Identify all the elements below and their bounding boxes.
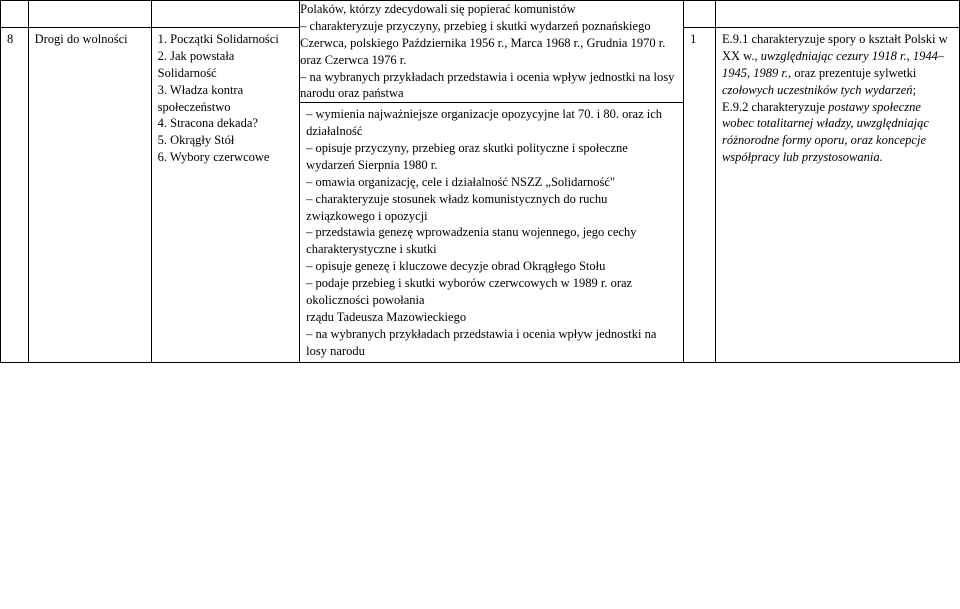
cell-sub	[151, 1, 300, 28]
table-row: Polaków, którzy zdecydowali się popierać…	[1, 1, 960, 28]
cell-content: – wymienia najważniejsze organizacje opo…	[300, 103, 684, 363]
cell-topic	[28, 1, 151, 28]
cell-std: E.9.1 charakteryzuje spory o kształt Pol…	[715, 28, 959, 363]
cell-num	[1, 1, 29, 28]
std-text: E.9.2 charakteryzuje	[722, 100, 828, 114]
cell-std	[715, 1, 959, 28]
cell-sub: 1. Początki Solidarności2. Jak powstała …	[151, 28, 300, 363]
cell-topic: Drogi do wolności	[28, 28, 151, 363]
cell-content: Polaków, którzy zdecydowali się popierać…	[300, 1, 684, 103]
std-text: ;	[913, 83, 916, 97]
cell-hours	[684, 1, 716, 28]
curriculum-table: Polaków, którzy zdecydowali się popierać…	[0, 0, 960, 363]
cell-hours: 1	[684, 28, 716, 363]
std-text-italic: czołowych uczestników tych wydarzeń	[722, 83, 913, 97]
std-text: , oraz prezentuje sylwetki	[788, 66, 916, 80]
cell-num: 8	[1, 28, 29, 363]
